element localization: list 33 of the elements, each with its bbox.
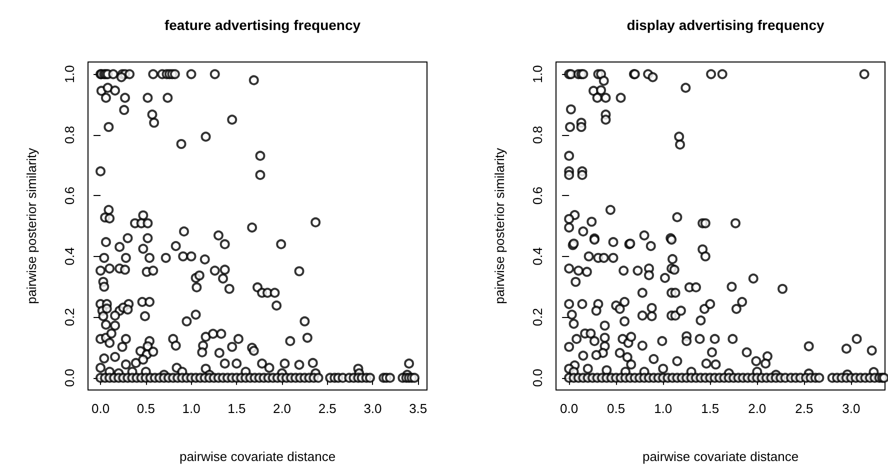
x-axis-title: pairwise covariate distance xyxy=(179,449,336,464)
x-tick-label: 1.5 xyxy=(701,401,720,416)
x-tick-label: 0.5 xyxy=(136,401,155,416)
y-tick-label: 0.6 xyxy=(62,186,77,205)
x-tick-label: 2.5 xyxy=(318,401,336,416)
x-tick-label: 3.0 xyxy=(364,401,382,416)
chart-title: feature advertising frequency xyxy=(164,17,361,33)
y-tick-label: 1.0 xyxy=(62,65,77,84)
y-tick-label: 0.6 xyxy=(530,186,545,205)
x-tick-label: 0.5 xyxy=(607,401,626,416)
x-tick-label: 3.0 xyxy=(842,401,860,416)
x-tick-label: 2.0 xyxy=(748,401,766,416)
x-axis-title: pairwise covariate distance xyxy=(642,449,799,464)
y-tick-label: 0.8 xyxy=(62,126,77,144)
y-tick-label: 0.0 xyxy=(530,368,545,387)
y-tick-label: 0.2 xyxy=(530,308,545,326)
x-tick-label: 1.0 xyxy=(182,401,200,416)
y-tick-label: 0.8 xyxy=(530,126,545,144)
y-tick-label: 0.4 xyxy=(62,247,77,266)
x-tick-label: 0.0 xyxy=(91,401,110,416)
x-tick-label: 2.5 xyxy=(795,401,814,416)
y-tick-label: 1.0 xyxy=(530,65,545,84)
x-tick-label: 2.0 xyxy=(272,401,292,416)
y-tick-label: 0.0 xyxy=(62,368,77,387)
y-tick-label: 0.2 xyxy=(62,308,77,326)
y-tick-label: 0.4 xyxy=(530,247,545,266)
x-tick-label: 1.0 xyxy=(654,401,672,416)
x-tick-label: 0.0 xyxy=(560,401,578,416)
chart-title: display advertising frequency xyxy=(626,17,825,33)
y-axis-title: pairwise posterior similarity xyxy=(492,147,507,304)
x-tick-label: 1.5 xyxy=(228,401,246,416)
x-tick-label: 3.5 xyxy=(409,401,428,416)
y-axis-title: pairwise posterior similarity xyxy=(24,147,39,304)
